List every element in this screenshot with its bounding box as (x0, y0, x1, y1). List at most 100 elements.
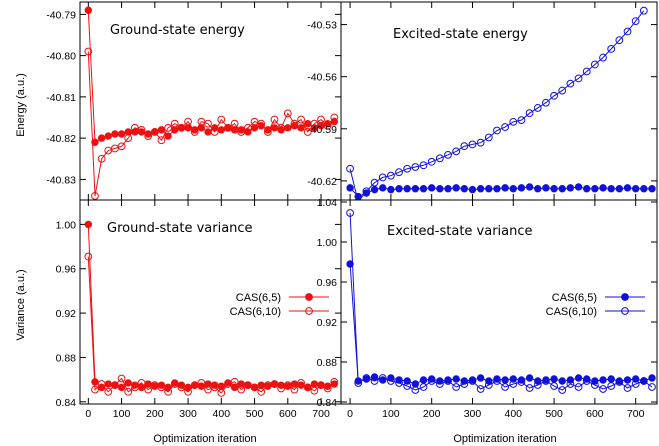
data-point (230, 119, 239, 128)
data-point (517, 378, 526, 386)
data-point (210, 128, 219, 136)
data-point (117, 374, 126, 383)
data-point (323, 121, 332, 130)
x-tick-label: 200 (146, 408, 164, 420)
y-tick-label: -40.81 (46, 92, 76, 104)
data-point (460, 380, 469, 388)
data-point (533, 381, 542, 389)
data-point (615, 36, 624, 45)
data-point (591, 377, 599, 385)
data-point (354, 379, 363, 387)
panel-bottom-left: 1.00 0.96 0.92 0.88 0.84 0 100 200 300 400 500 600 7… (56, 199, 342, 420)
series-cas-6-5 (84, 220, 339, 392)
data-point (542, 98, 550, 107)
data-point (170, 119, 179, 128)
series-cas-6-10 (346, 6, 648, 200)
data-point (379, 184, 387, 192)
data-point (310, 380, 319, 388)
data-point (485, 185, 493, 193)
data-point (346, 164, 354, 173)
data-point (484, 381, 493, 389)
data-point (164, 132, 172, 140)
data-point (224, 380, 232, 388)
data-point (323, 384, 332, 393)
data-point (607, 185, 615, 193)
data-point (210, 383, 219, 392)
series-line (349, 212, 653, 391)
data-point (362, 374, 371, 382)
data-point (403, 164, 412, 173)
panel-title: Excited-state energy (393, 27, 528, 42)
data-point (534, 377, 542, 385)
y-tick-label: -40.53 (307, 20, 337, 32)
x-tick-label: 100 (382, 408, 400, 420)
data-point (558, 86, 567, 95)
data-point (574, 383, 583, 391)
plot-frame (340, 199, 658, 405)
data-point (354, 197, 362, 200)
data-point (476, 138, 485, 147)
legend-marker (305, 293, 313, 301)
data-point (509, 185, 517, 193)
data-point (346, 260, 354, 268)
data-point (607, 44, 616, 53)
data-point (419, 185, 428, 193)
data-point (157, 383, 166, 392)
data-point (190, 128, 199, 136)
data-point (509, 117, 518, 126)
data-point (124, 379, 132, 387)
data-point (97, 380, 106, 388)
y-tick-label: 0.84 (317, 397, 338, 409)
data-point (435, 154, 444, 163)
data-point (444, 150, 452, 159)
y-tick-label: 0.96 (317, 277, 338, 289)
data-point (270, 124, 279, 132)
data-point (237, 128, 246, 136)
data-point (631, 185, 640, 193)
series-line (87, 224, 335, 388)
data-point (346, 209, 354, 217)
y-tick-label: -40.62 (307, 176, 337, 188)
data-point (476, 185, 485, 193)
x-tick-label: 500 (246, 408, 264, 420)
data-point (640, 185, 648, 193)
data-point (648, 374, 656, 382)
data-point (104, 387, 113, 396)
data-point (150, 128, 159, 136)
data-point (184, 387, 192, 396)
data-point (297, 124, 305, 132)
data-point (566, 184, 575, 192)
data-point (444, 185, 452, 193)
y-tick-label: -40.59 (307, 124, 337, 136)
variance-axis-label: Variance (a.u.) (15, 269, 27, 340)
data-point (574, 74, 583, 83)
data-point (330, 113, 339, 122)
data-point (435, 380, 444, 388)
data-point (170, 380, 179, 388)
data-point (631, 17, 640, 26)
data-point (403, 185, 411, 193)
data-point (566, 376, 575, 384)
data-point (270, 380, 279, 388)
panel-top-right: -40.53 -40.56 -40.59 -40.62 Excited-state en… (307, 1, 658, 201)
data-point (144, 132, 153, 140)
legend-marker (305, 307, 313, 315)
data-point (525, 109, 534, 118)
data-point (639, 377, 648, 385)
x-tick-label: 200 (423, 408, 441, 420)
data-point (411, 163, 420, 171)
data-point (419, 161, 428, 170)
data-point (283, 109, 292, 118)
data-point (484, 133, 493, 142)
data-point (97, 134, 106, 142)
data-point (297, 115, 305, 124)
data-point (452, 147, 461, 156)
data-point (224, 123, 232, 132)
data-point (157, 136, 166, 145)
data-point (386, 171, 395, 180)
data-point (330, 377, 339, 386)
data-point (533, 104, 542, 112)
x-tick-label: 700 (312, 408, 330, 420)
data-point (525, 374, 534, 382)
